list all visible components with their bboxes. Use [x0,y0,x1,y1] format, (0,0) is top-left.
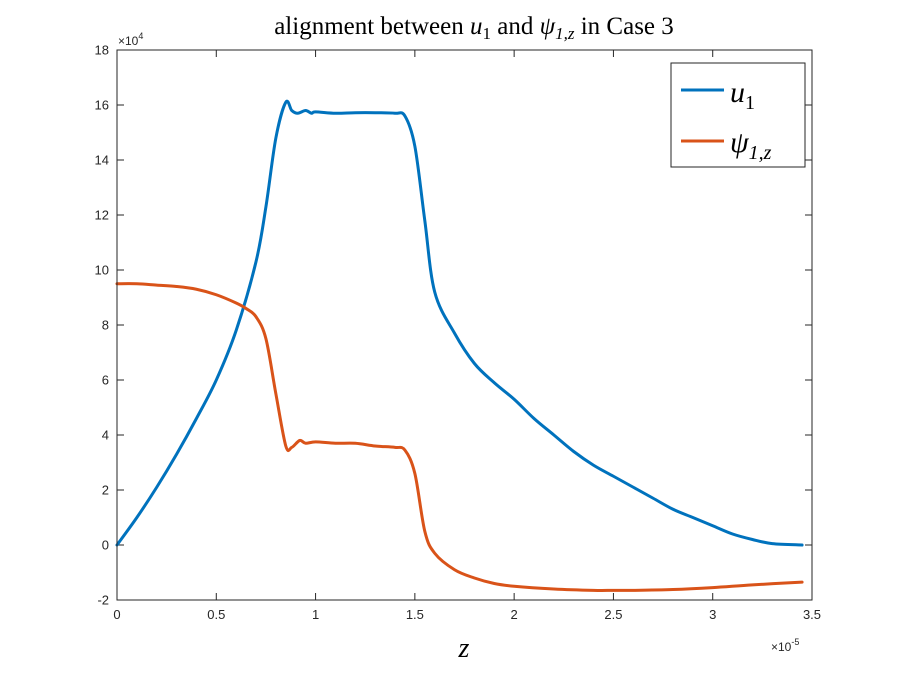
x-axis-exponent: ×10-5 [771,637,799,654]
series-line-u1 [115,99,804,547]
title-middle: and [491,13,540,40]
title-sym2: ψ [540,13,556,40]
x-tick-label: 2.5 [604,607,622,622]
legend-u1-sym: u [730,76,745,109]
chart-title: alignment between u1 and ψ1,z in Case 3 [274,13,674,43]
y-tick-label: 6 [102,373,109,388]
x-tick-label: 1.5 [406,607,424,622]
title-suffix: in Case 3 [574,13,673,40]
y-tick-labels: -2 0 2 4 6 8 10 12 14 16 18 [95,43,109,608]
legend-label-psi: ψ1,z [730,126,772,164]
x-exp-base: ×10 [771,640,792,654]
title-prefix: alignment between [274,13,470,40]
x-tick-label: 1 [312,607,319,622]
y-tick-label: 14 [95,153,109,168]
title-sym1: u [470,13,483,40]
y-exp-base: ×10 [118,34,139,48]
x-tick-label: 0 [113,607,120,622]
y-tick-label: -2 [97,593,109,608]
x-tick-label: 3 [709,607,716,622]
y-tick-label: 2 [102,483,109,498]
x-tick-label: 0.5 [207,607,225,622]
title-sub2: 1,z [555,24,575,43]
x-axis-label: z [458,633,470,664]
legend-label-u1: u1 [730,76,755,114]
legend: u1 ψ1,z [670,62,806,168]
series-lines [115,99,804,592]
y-tick-label: 16 [95,98,109,113]
y-axis-exponent: ×104 [118,31,143,48]
series-line-psi1z [115,282,804,592]
plot-area-box [116,49,813,601]
y-tick-label: 18 [95,43,109,58]
y-tick-label: 8 [102,318,109,333]
title-sub1: 1 [482,24,491,43]
y-tick-label: 12 [95,208,109,223]
legend-box [670,62,806,168]
legend-psi-sym: ψ [730,126,750,159]
x-exp-power: -5 [791,637,799,647]
y-exp-power: 4 [138,31,143,41]
x-tick-label: 3.5 [803,607,821,622]
legend-psi-sub: 1,z [749,142,772,164]
legend-u1-sub: 1 [745,92,755,114]
y-tick-label: 4 [102,428,109,443]
x-tick-label: 2 [511,607,518,622]
x-tick-labels: 0 0.5 1 1.5 2 2.5 3 3.5 [113,607,821,622]
y-tick-label: 10 [95,263,109,278]
y-tick-label: 0 [102,538,109,553]
